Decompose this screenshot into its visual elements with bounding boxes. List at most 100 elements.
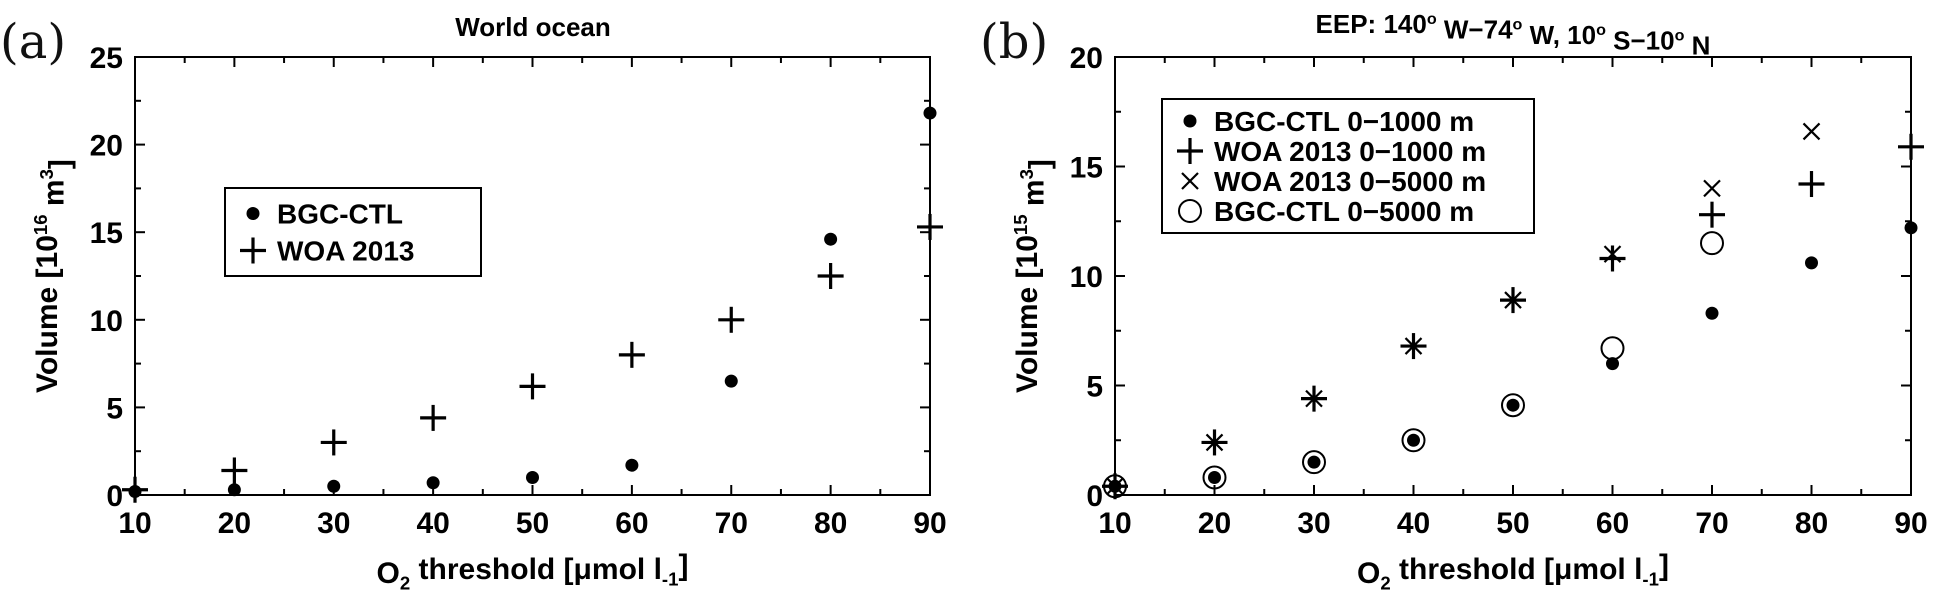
chart-title-part: o <box>1675 26 1685 44</box>
x-tick-label: 50 <box>516 507 549 540</box>
y-axis-label-part: Volume [10 <box>31 235 64 393</box>
x-tick-label: 70 <box>715 507 748 540</box>
data-point-plus <box>1898 133 1924 160</box>
x-tick-label: 50 <box>1496 507 1529 540</box>
data-point-circle <box>1202 465 1227 490</box>
panel-letter: (a) <box>0 14 66 70</box>
y-axis-label: Volume [1015 m3] <box>1010 159 1057 393</box>
x-tick-label: 40 <box>416 507 449 540</box>
x-tick-label: 80 <box>814 507 847 540</box>
chart-title: EEP: 140o W−74o W, 10o S−10o N <box>1316 9 1711 61</box>
data-point-x <box>1802 122 1821 141</box>
data-point-x-b <box>1603 245 1622 263</box>
chart-title-part: N <box>1684 31 1710 61</box>
y-axis-label-part: m <box>1017 179 1050 214</box>
series-dot <box>128 106 937 498</box>
legend-marker-circle <box>1178 199 1202 223</box>
y-axis-label-part: Volume [10 <box>1011 235 1044 393</box>
legend-marker-dot <box>246 207 260 220</box>
data-point-x <box>1205 433 1224 452</box>
legend-marker-x-b <box>1181 172 1199 190</box>
data-point-circle <box>1401 428 1426 453</box>
x-tick-label: 80 <box>1795 507 1828 540</box>
data-point-plus <box>519 373 546 400</box>
chart-title-part: o <box>1427 10 1437 28</box>
y-axis-label-part: ] <box>44 159 77 169</box>
legend-label: BGC-CTL 0−5000 m <box>1214 196 1474 227</box>
chart-title-part: S−10 <box>1606 25 1675 55</box>
data-point-plus <box>817 263 844 289</box>
data-point-plus <box>718 306 745 333</box>
chart-title-part: o <box>1513 16 1523 34</box>
data-point-circle <box>1700 231 1724 256</box>
data-point-dot <box>724 374 738 388</box>
data-point-plus <box>1798 171 1825 198</box>
x-axis-label: O2 threshold [μmol l-1] <box>1357 549 1669 593</box>
x-tick-label: 10 <box>1098 507 1131 540</box>
data-point-plus <box>221 457 248 484</box>
legend-marker-x <box>1181 172 1199 190</box>
data-point-plus <box>1599 245 1626 272</box>
x-tick-label: 20 <box>1198 507 1231 540</box>
data-point-plus <box>320 429 347 456</box>
y-axis-label-part: 3 <box>36 169 57 179</box>
chart-title: World ocean <box>455 12 611 42</box>
x-axis-label-part: ] <box>678 549 688 582</box>
x-tick-label: 40 <box>1397 507 1430 540</box>
y-axis-label-part: m <box>37 179 70 214</box>
y-axis-label: Volume [1016 m3] <box>30 159 77 393</box>
legend-label: BGC-CTL 0−1000 m <box>1214 106 1474 137</box>
chart-title-part: W−74 <box>1437 14 1513 44</box>
data-point-dot <box>1208 470 1221 484</box>
chart-title-part: EEP: 140 <box>1316 9 1427 39</box>
chart-title-part: o <box>1596 21 1606 39</box>
data-point-dot <box>1407 433 1420 447</box>
panel-a: (a) World ocean 10 20 30 40 50 60 70 80 90 0 5 10 15 20… <box>0 12 947 594</box>
data-point-x-b <box>1404 337 1423 355</box>
x-axis-label-part: threshold [μmol l <box>410 553 662 586</box>
data-point-dot <box>1506 398 1520 412</box>
data-point-x-b <box>1504 291 1522 309</box>
data-point-dot <box>1705 306 1719 320</box>
data-point-circle <box>1600 336 1625 361</box>
x-tick-label: 20 <box>218 507 251 540</box>
data-point-circle <box>1501 393 1525 418</box>
y-tick-label: 10 <box>90 305 123 338</box>
y-tick-label: 20 <box>1070 42 1103 75</box>
panel-b: (b) EEP: 140o W−74o W, 10o S−10o N10 20 30 4… <box>980 9 1928 594</box>
x-axis-label-part: O <box>1357 557 1380 590</box>
data-point-dot <box>1904 221 1918 235</box>
y-tick-label: 0 <box>1086 480 1103 513</box>
y-tick-label: 15 <box>1070 152 1103 185</box>
data-point-x-b <box>1703 179 1721 198</box>
series-x <box>1106 122 1821 496</box>
legend-label: WOA 2013 0−1000 m <box>1214 136 1486 167</box>
y-tick-label: 0 <box>106 480 123 513</box>
legend-label: WOA 2013 0−5000 m <box>1214 166 1486 197</box>
data-point-dot <box>526 470 539 484</box>
y-axis-label-part: 3 <box>1016 169 1037 179</box>
data-point-x <box>1603 245 1622 263</box>
y-tick-label: 5 <box>106 392 123 425</box>
data-point-dot <box>625 458 639 472</box>
series-circle <box>1103 231 1724 499</box>
data-point-dot <box>824 232 838 246</box>
y-tick-label: 15 <box>90 217 123 250</box>
x-tick-label: 10 <box>118 507 151 540</box>
x-tick-label: 90 <box>1894 507 1927 540</box>
x-tick-label: 30 <box>317 507 350 540</box>
data-point-x-b <box>1106 477 1124 496</box>
x-axis-label-part: -1 <box>1642 569 1659 590</box>
legend-marker-plus <box>240 237 266 264</box>
x-tick-label: 70 <box>1695 507 1728 540</box>
data-point-x <box>1504 291 1522 309</box>
y-tick-label: 25 <box>90 42 123 75</box>
data-point-plus <box>917 213 943 240</box>
data-point-x-b <box>1205 433 1224 452</box>
data-point-plus <box>618 341 645 368</box>
x-axis-label-part: threshold [μmol l <box>1391 553 1643 586</box>
x-axis-label-part: -1 <box>662 569 679 590</box>
data-point-dot <box>227 483 241 497</box>
x-tick-label: 60 <box>1596 507 1629 540</box>
